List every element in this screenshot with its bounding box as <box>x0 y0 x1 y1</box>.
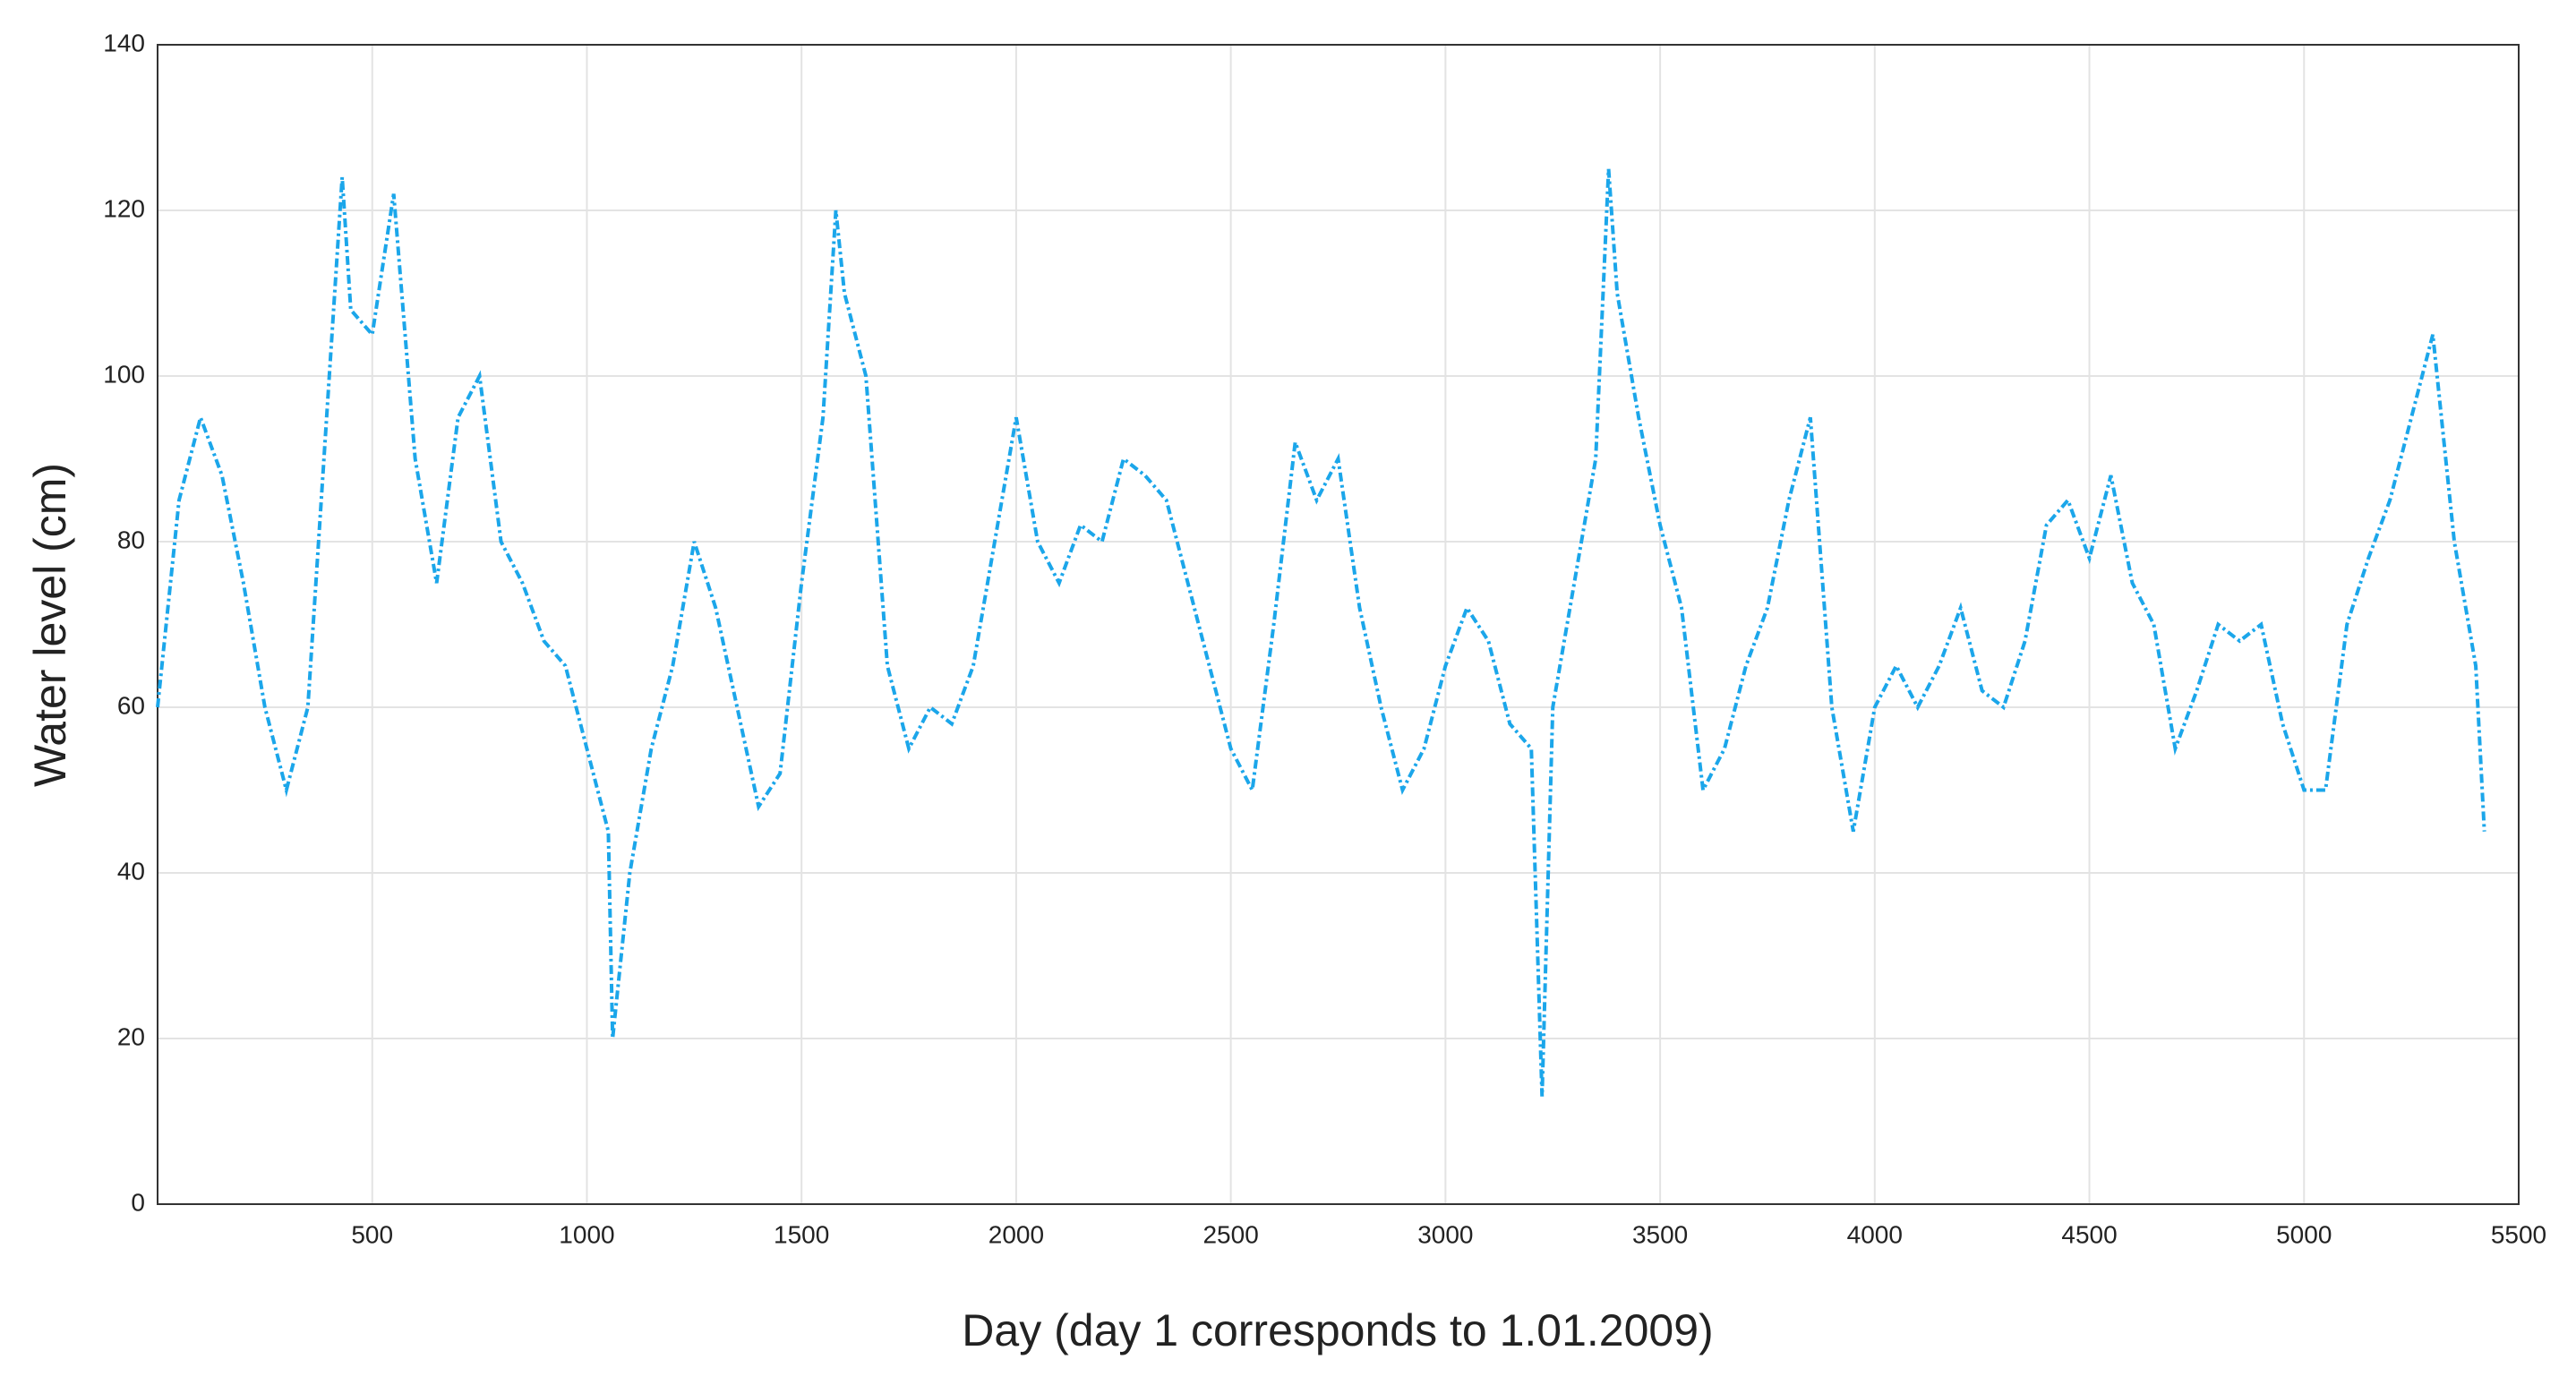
x-tick-label: 1500 <box>774 1220 829 1248</box>
x-tick-label: 5500 <box>2491 1220 2546 1248</box>
y-tick-label: 80 <box>117 526 145 553</box>
y-tick-label: 100 <box>103 360 145 388</box>
x-tick-label: 3000 <box>1417 1220 1473 1248</box>
y-tick-label: 120 <box>103 194 145 222</box>
x-tick-label: 1000 <box>559 1220 614 1248</box>
x-tick-label: 5000 <box>2276 1220 2332 1248</box>
plot-frame <box>157 44 2520 1205</box>
x-axis-label: Day (day 1 corresponds to 1.01.2009) <box>962 1305 1713 1355</box>
y-axis-label: Water level (cm) <box>25 463 75 787</box>
y-tick-label: 40 <box>117 857 145 885</box>
y-tick-label: 0 <box>131 1188 145 1216</box>
x-tick-label: 3500 <box>1632 1220 1688 1248</box>
x-tick-label: 4500 <box>2061 1220 2117 1248</box>
x-tick-label: 2000 <box>988 1220 1044 1248</box>
x-tick-label: 500 <box>351 1220 393 1248</box>
data-line <box>156 168 2486 1097</box>
y-tick-label: 20 <box>117 1022 145 1050</box>
y-tick-label: 60 <box>117 691 145 719</box>
y-tick-label: 140 <box>103 29 145 56</box>
x-tick-label: 2500 <box>1202 1220 1258 1248</box>
x-tick-label: 4000 <box>1847 1220 1903 1248</box>
